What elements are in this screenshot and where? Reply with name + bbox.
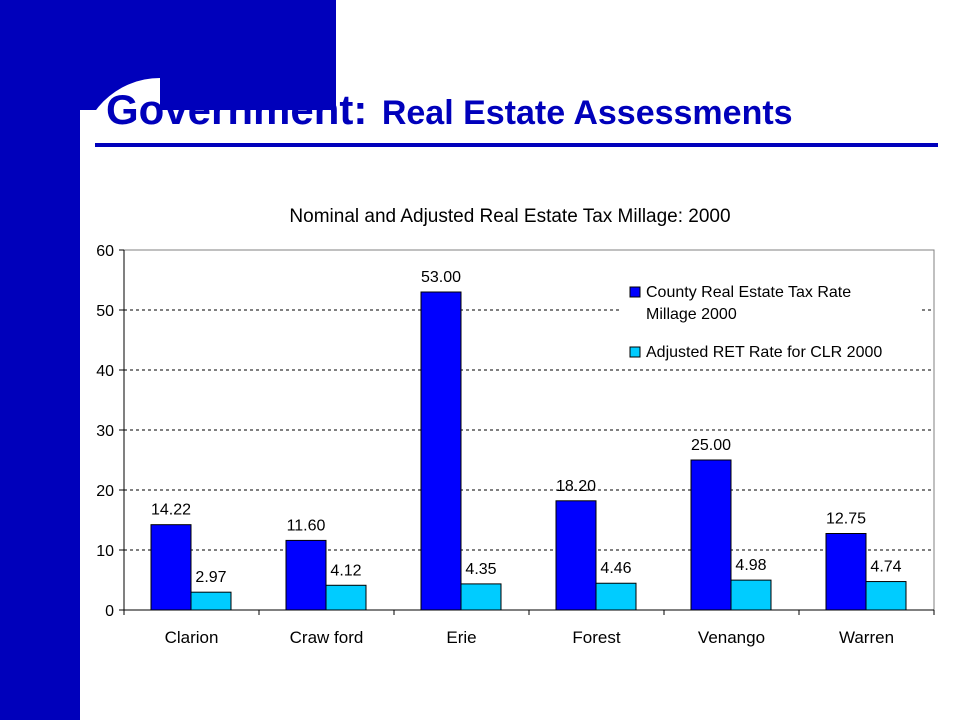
data-label: 14.22 [151, 502, 191, 519]
data-label: 11.60 [287, 517, 326, 534]
x-tick-label: Erie [446, 628, 476, 647]
bar-series2 [865, 581, 907, 611]
legend-label: Adjusted RET Rate for CLR 2000 [646, 344, 882, 361]
bar-series1 [555, 500, 597, 611]
data-label: 4.46 [600, 560, 631, 577]
y-tick-label: 50 [96, 303, 114, 320]
data-label: 4.35 [465, 561, 496, 578]
legend-swatch [629, 286, 641, 298]
y-tick-label: 0 [105, 603, 114, 620]
x-tick-label: Forest [572, 628, 620, 647]
x-tick-label: Clarion [165, 628, 219, 647]
data-label: 18.20 [556, 478, 596, 495]
legend [622, 268, 922, 364]
x-tick-label: Venango [698, 628, 765, 647]
page-title-main: Government: [106, 86, 368, 133]
data-label: 12.75 [826, 511, 866, 528]
bar-series1 [825, 533, 867, 611]
legend-label: County Real Estate Tax Rate Millage 2000 [646, 284, 851, 323]
title-underline [95, 143, 938, 147]
data-label: 4.74 [870, 559, 901, 576]
x-tick-label: Warren [839, 628, 894, 647]
decorative-band-top [0, 0, 336, 110]
bar-series2 [595, 582, 637, 611]
y-tick-label: 30 [96, 423, 114, 440]
bar-series2 [325, 584, 367, 611]
data-label: 25.00 [691, 437, 731, 454]
page-title: Government: Real Estate Assessments [106, 86, 793, 134]
bar-series2 [460, 583, 502, 611]
data-label: 4.12 [330, 562, 361, 579]
bar-series2 [730, 579, 772, 611]
bar-series1 [150, 524, 192, 611]
x-tick-label: Craw ford [290, 628, 364, 647]
bar-series1 [690, 459, 732, 611]
data-label: 2.97 [195, 569, 226, 586]
y-tick-label: 20 [96, 483, 114, 500]
legend-swatch [629, 346, 641, 358]
y-tick-label: 10 [96, 543, 114, 560]
data-label: 53.00 [421, 269, 461, 286]
y-tick-label: 60 [96, 243, 114, 260]
page-title-sub: Real Estate Assessments [381, 94, 793, 132]
bar-series1 [285, 539, 327, 611]
data-label: 4.98 [735, 557, 766, 574]
bar-series1 [420, 291, 462, 611]
y-tick-label: 40 [96, 363, 114, 380]
bar-series2 [190, 591, 232, 611]
chart-title: Nominal and Adjusted Real Estate Tax Mil… [289, 206, 730, 227]
decorative-band-left [0, 0, 80, 720]
